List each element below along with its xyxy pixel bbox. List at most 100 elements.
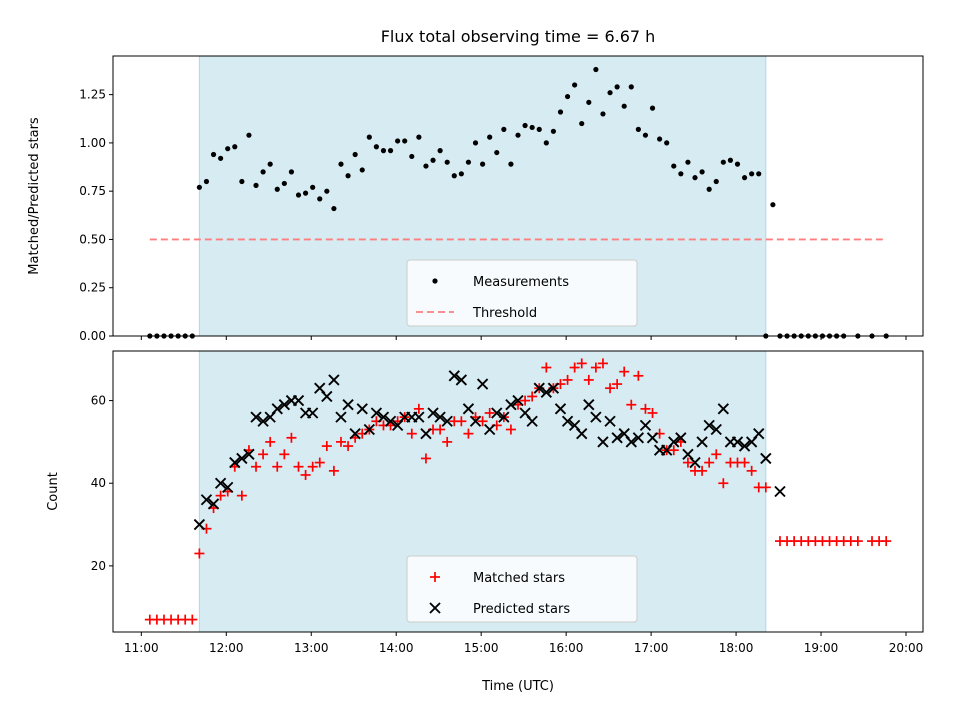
- measurement-point: [614, 84, 620, 90]
- matched-star-point: [484, 407, 495, 418]
- matched-star-point: [569, 362, 580, 373]
- measurement-point: [706, 186, 712, 192]
- x-tick-label: 20:00: [889, 641, 924, 655]
- measurement-point: [522, 122, 528, 129]
- predicted-star-point: [625, 436, 637, 448]
- predicted-star-point: [738, 440, 751, 452]
- predicted-star-point: [668, 436, 680, 448]
- measurement-point: [239, 178, 245, 185]
- measurement-point: [494, 149, 500, 156]
- matched-star-point: [307, 461, 318, 472]
- legend-matched-swatch: [430, 572, 440, 582]
- top-legend: Measurements Threshold: [406, 259, 638, 327]
- predicted-star-point: [420, 427, 432, 440]
- measurement-point: [366, 134, 372, 140]
- measurement-point: [699, 169, 705, 175]
- measurement-point: [465, 159, 472, 165]
- measurement-point: [472, 140, 479, 146]
- measurement-point: [444, 159, 450, 165]
- measurement-point: [232, 144, 238, 150]
- matched-star-point: [711, 449, 722, 460]
- predicted-star-point: [554, 403, 567, 415]
- predicted-star-point: [349, 427, 361, 440]
- measurement-point: [310, 184, 316, 190]
- top-y-tick-label: 0.25: [79, 281, 106, 295]
- measurement-point: [621, 103, 627, 109]
- predicted-star-point: [611, 432, 623, 444]
- predicted-star-point: [505, 399, 517, 411]
- measurement-point: [225, 146, 231, 152]
- predicted-star-point: [703, 419, 715, 432]
- predicted-star-point: [526, 415, 538, 427]
- matched-star-point: [279, 449, 290, 460]
- predicted-star-point: [236, 452, 248, 465]
- bottom-axes-frame: [112, 350, 924, 633]
- measurement-point: [770, 202, 776, 208]
- predicted-star-point: [774, 485, 786, 498]
- predicted-star-point: [476, 378, 489, 390]
- measurement-point: [295, 192, 302, 198]
- matched-star-point: [328, 465, 339, 476]
- matched-star-point: [413, 403, 424, 414]
- matched-star-point: [194, 548, 205, 559]
- predicted-star-point: [576, 427, 588, 440]
- measurement-point: [218, 155, 224, 161]
- measurement-point: [423, 163, 429, 169]
- measurement-point: [317, 196, 323, 202]
- measurement-point: [564, 93, 571, 100]
- matched-star-point: [612, 379, 623, 390]
- matched-star-point: [633, 370, 644, 381]
- measurement-point: [685, 159, 691, 165]
- x-tick-label: 16:00: [549, 641, 584, 655]
- predicted-star-point: [455, 374, 468, 386]
- x-tick-label: 15:00: [464, 641, 499, 655]
- matched-star-point: [272, 461, 283, 472]
- measurement-point: [664, 140, 670, 146]
- predicted-star-point: [214, 477, 227, 489]
- predicted-star-point: [448, 370, 460, 382]
- predicted-star-point: [561, 415, 574, 427]
- x-tick-label: 17:00: [634, 641, 669, 655]
- measurement-point: [260, 169, 266, 175]
- predicted-star-point: [257, 415, 269, 427]
- x-tick-label: 12:00: [209, 641, 244, 655]
- matched-star-point: [590, 362, 601, 373]
- measurement-point: [501, 126, 507, 132]
- x-tick-label: 11:00: [124, 641, 159, 655]
- measurement-point: [395, 138, 401, 144]
- matched-star-point: [597, 358, 608, 369]
- matched-star-point: [541, 362, 552, 373]
- measurement-point: [572, 82, 578, 88]
- predicted-star-point: [250, 411, 262, 423]
- measurement-point: [373, 144, 379, 150]
- measurement-point: [543, 140, 549, 146]
- measurement-point: [536, 126, 542, 132]
- measurement-point: [586, 99, 592, 105]
- predicted-star-point: [207, 498, 220, 510]
- predicted-star-point: [335, 411, 347, 423]
- matched-star-point: [605, 383, 616, 394]
- measurement-point: [657, 136, 663, 142]
- matched-star-point: [647, 407, 658, 418]
- predicted-star-point: [321, 390, 333, 403]
- measurement-point: [345, 173, 351, 179]
- bottom-y-tick-label: 40: [91, 476, 106, 490]
- top-y-tick-label: 1.00: [79, 136, 106, 150]
- top-y-tick-label: 1.25: [79, 88, 106, 102]
- bottom-y-axis-label: Count: [46, 472, 61, 511]
- bottom-panel: 20 40 60 11:00 12:00 13:00 14:00 15:00 16:00 17:0…: [91, 350, 924, 655]
- predicted-star-point: [675, 432, 687, 444]
- matched-star-point: [265, 436, 276, 447]
- measurement-point: [749, 171, 755, 177]
- predicted-star-point: [540, 386, 552, 398]
- top-panel: 0.00 0.25 0.50 0.75 1.00 1.25 Measurements Thre…: [79, 55, 924, 343]
- legend-entry-label: Measurements: [473, 275, 569, 290]
- matched-star-point: [293, 461, 304, 472]
- matched-star-point: [619, 366, 630, 377]
- predicted-star-point: [512, 394, 524, 407]
- legend-predicted-swatch: [429, 602, 441, 614]
- measurement-point: [380, 148, 387, 154]
- predicted-star-point: [632, 432, 645, 444]
- matched-star-point: [520, 395, 531, 406]
